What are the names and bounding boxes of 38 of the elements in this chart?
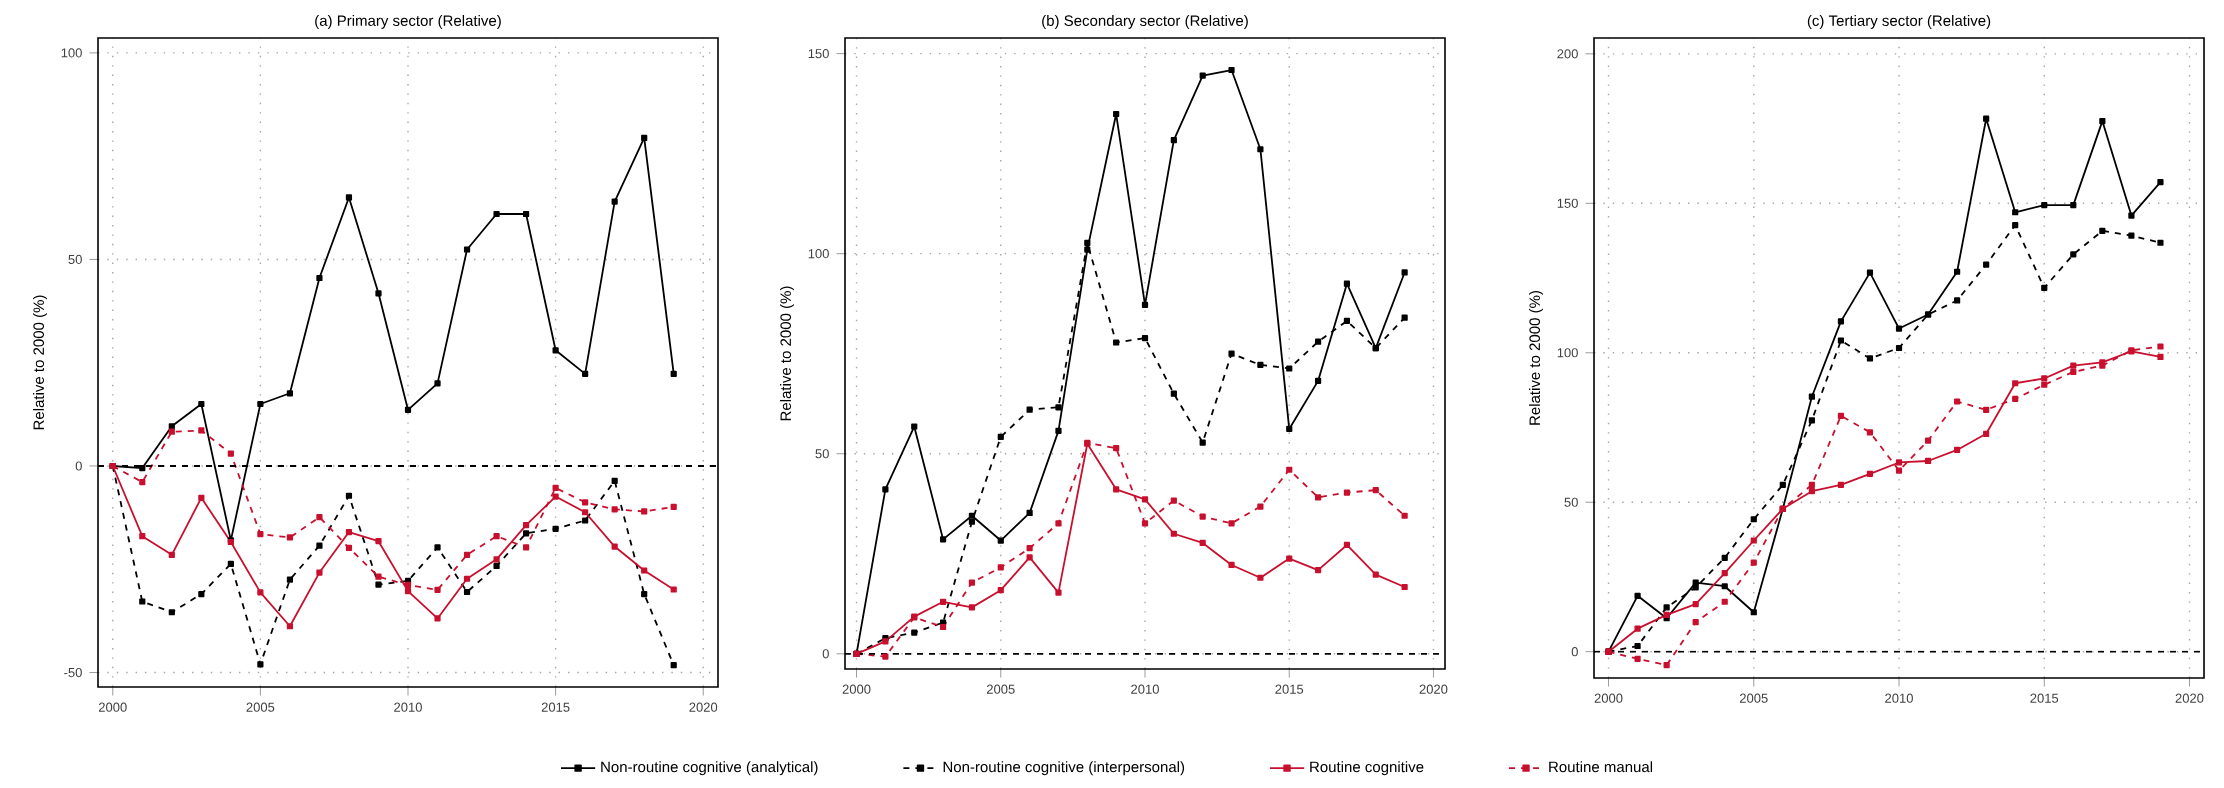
x-tick-label: 2015: [2030, 693, 2059, 703]
x-tick-label: 2005: [986, 684, 1015, 694]
y-axis-title: Relative to 2000 (%): [780, 286, 794, 421]
x-tick-label: 2000: [842, 684, 871, 694]
x-tick-label: 2000: [98, 702, 127, 712]
x-tick-label: 2010: [1885, 693, 1913, 703]
legend-label: Routine cognitive: [1310, 761, 1424, 776]
x-tick-label: 2020: [689, 702, 718, 712]
y-tick-label: 100: [808, 249, 829, 259]
x-tick-label: 2000: [1594, 693, 1623, 703]
x-tick-label: 2015: [541, 702, 570, 712]
y-tick-label: 100: [61, 48, 82, 58]
y-axis-title: Relative to 2000 (%): [33, 295, 47, 430]
x-tick-label: 2005: [246, 702, 275, 712]
legend-label: Non-routine cognitive (analytical): [601, 761, 818, 776]
x-tick-label: 2005: [1739, 693, 1768, 703]
x-tick-label: 2015: [1275, 684, 1304, 694]
chart-title: (c) Tertiary sector (Relative): [1807, 14, 1991, 29]
y-tick-label: 50: [1564, 497, 1578, 507]
y-tick-label: 150: [1557, 198, 1578, 208]
chart-title: (b) Secondary sector (Relative): [1042, 14, 1248, 29]
y-tick-label: 100: [1557, 348, 1578, 358]
y-tick-label: 0: [822, 649, 829, 659]
x-tick-label: 2020: [1419, 684, 1448, 694]
legend-label: Non-routine cognitive (interpersonal): [943, 761, 1185, 776]
x-tick-label: 2010: [394, 702, 422, 712]
y-axis-title: Relative to 2000 (%): [1529, 291, 1543, 425]
y-tick-label: 0: [1571, 647, 1578, 657]
y-tick-label: 0: [75, 461, 82, 471]
x-tick-label: 2020: [2175, 693, 2204, 703]
legend-label: Routine manual: [1549, 761, 1653, 773]
y-tick-label: 50: [68, 254, 82, 265]
chart-title: (a) Primary sector (Relative): [315, 14, 501, 29]
y-tick-label: 150: [808, 49, 829, 59]
y-tick-label: 200: [1557, 49, 1578, 59]
y-tick-label: 50: [815, 449, 829, 459]
x-tick-label: 2010: [1131, 684, 1159, 694]
y-tick-label: -50: [64, 667, 82, 678]
